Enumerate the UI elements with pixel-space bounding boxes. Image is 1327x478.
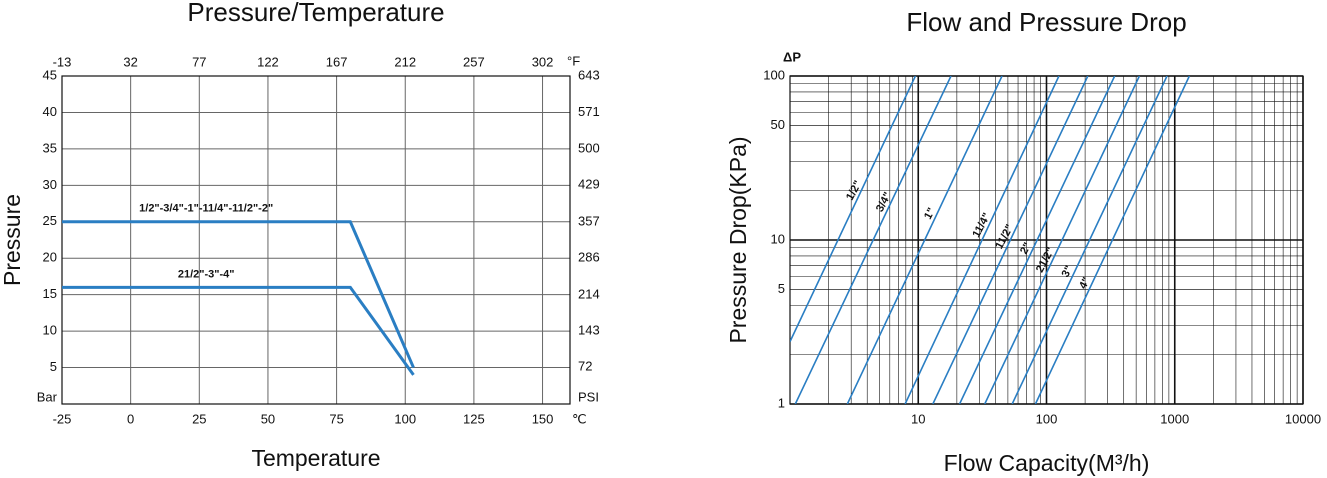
- series-label: 21/2"-3"-4": [178, 268, 235, 280]
- y-tick-label: 10: [43, 323, 57, 338]
- x-axis-title: Temperature: [251, 445, 380, 471]
- y-axis-title: Pressure: [0, 194, 25, 286]
- x-tick-label: 10000: [1285, 411, 1321, 426]
- y-tick-label: 20: [43, 250, 57, 265]
- y-tick-label: 30: [43, 177, 57, 192]
- x-tick-label: 150: [532, 411, 554, 426]
- y-tick-label: 10: [771, 231, 785, 246]
- plot-frame: [61, 75, 571, 405]
- y-tick-label: 25: [43, 213, 57, 228]
- x-unit: ℃: [572, 411, 587, 426]
- y-tick-label: 15: [43, 286, 57, 301]
- y-tick-label: 5: [778, 281, 785, 296]
- series-line: [958, 76, 1116, 404]
- x-tick-label: 100: [1036, 411, 1058, 426]
- x2-tick-label: 77: [192, 54, 206, 69]
- x2-tick-label: -13: [53, 54, 72, 69]
- chart-title: Flow and Pressure Drop: [906, 7, 1186, 37]
- x2-unit: °F: [567, 53, 580, 68]
- x-tick-label: 0: [127, 411, 134, 426]
- y-unit: ΔP: [783, 49, 801, 64]
- series-line: [1011, 76, 1168, 404]
- series-line: [62, 220, 415, 369]
- x-axis-title: Flow Capacity(M³/h): [944, 450, 1150, 476]
- y-tick-label: 5: [50, 359, 57, 374]
- y2-tick-label: 72: [578, 359, 592, 374]
- y-axis-title: Pressure Drop(KPa): [725, 136, 751, 343]
- x-tick-label: 100: [394, 411, 416, 426]
- y2-tick-label: PSI: [578, 389, 599, 404]
- series-label: 4": [1077, 275, 1093, 291]
- y2-tick-label: 571: [578, 104, 600, 119]
- x-tick-label: 25: [192, 411, 206, 426]
- y2-tick-label: 286: [578, 250, 600, 265]
- y-tick-label: 35: [43, 140, 57, 155]
- y-tick-label: 50: [771, 117, 785, 132]
- x2-tick-label: 122: [257, 54, 279, 69]
- x-tick-label: -25: [53, 411, 72, 426]
- series-group: [790, 76, 1191, 404]
- y2-tick-label: 143: [578, 322, 600, 337]
- y2-tick-label: 357: [578, 213, 600, 228]
- y-tick-label: 40: [43, 104, 57, 119]
- y2-tick-label: 643: [578, 67, 600, 82]
- y-tick-label: 100: [763, 67, 785, 82]
- y-tick-label: Bar: [37, 389, 58, 404]
- series-label: 3": [1060, 264, 1076, 280]
- series-line: [932, 76, 1089, 404]
- x-tick-label: 50: [261, 411, 275, 426]
- y-tick-label: 1: [778, 395, 785, 410]
- x-tick-label: 10: [911, 411, 925, 426]
- series-line: [984, 76, 1141, 404]
- series-label: 1/2"-3/4"-1"-11/4"-11/2"-2": [139, 203, 273, 215]
- series-line: [846, 76, 1003, 404]
- series-line: [62, 285, 415, 376]
- y-tick-label: 45: [43, 67, 57, 82]
- y2-tick-label: 500: [578, 140, 600, 155]
- series-line: [1034, 76, 1191, 404]
- x-tick-label: 75: [329, 411, 343, 426]
- series-line: [904, 76, 1060, 404]
- series-label: 21/2": [1034, 245, 1057, 274]
- x2-tick-label: 167: [326, 54, 348, 69]
- x-tick-label: 125: [463, 411, 485, 426]
- y2-tick-label: 429: [578, 177, 600, 192]
- y2-tick-label: 214: [578, 286, 600, 301]
- x2-tick-label: 32: [123, 54, 137, 69]
- series-label: 2": [1018, 241, 1034, 257]
- series-label: 1": [922, 206, 938, 222]
- chart-title: Pressure/Temperature: [187, 0, 444, 27]
- plot-frame: [789, 75, 1304, 405]
- x2-tick-label: 257: [463, 54, 485, 69]
- series-group: [62, 220, 415, 376]
- x2-tick-label: 212: [394, 54, 416, 69]
- x2-tick-label: 302: [532, 54, 554, 69]
- x-tick-label: 1000: [1160, 411, 1189, 426]
- series-line: [794, 76, 952, 404]
- series-line: [790, 76, 917, 342]
